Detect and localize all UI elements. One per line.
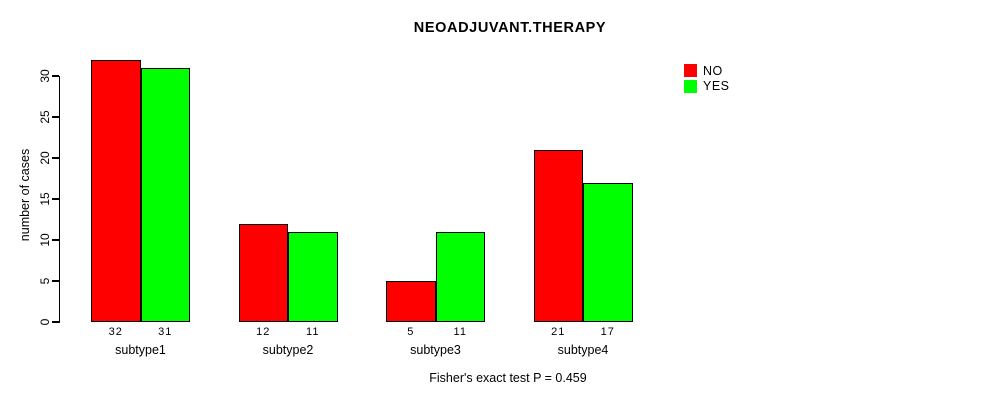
bar-subtype1-yes (140, 68, 190, 322)
y-tick-label: 0 (38, 318, 52, 326)
bar-value-label: 11 (453, 326, 467, 338)
chart-title: NEOADJUVANT.THERAPY (413, 20, 607, 36)
y-axis-line (58, 76, 61, 323)
bar-value-label: 12 (256, 326, 271, 338)
bar-subtype1-no (91, 60, 141, 322)
y-tick-label: 10 (38, 233, 52, 247)
bar-value-label: 21 (551, 326, 566, 338)
bar-value-label: 5 (407, 326, 415, 338)
y-tick-label: 25 (38, 110, 52, 124)
legend-item-yes: YES (684, 79, 730, 95)
bar-subtype3-yes (435, 232, 485, 322)
legend: NO YES (684, 63, 730, 94)
y-axis-label: number of cases (18, 148, 32, 242)
y-tick (51, 75, 59, 77)
footnote: Fisher's exact test P = 0.459 (429, 371, 587, 385)
category-label-subtype3: subtype3 (410, 343, 461, 357)
y-tick (51, 116, 59, 118)
legend-swatch-yes (684, 79, 697, 93)
bar-subtype2-no (238, 224, 288, 322)
category-label-subtype2: subtype2 (262, 343, 314, 357)
y-tick-label: 5 (38, 277, 52, 285)
bar-value-label: 32 (108, 326, 123, 338)
y-tick (51, 198, 59, 200)
category-label-subtype1: subtype1 (115, 343, 166, 357)
bar-subtype2-yes (288, 232, 338, 322)
legend-swatch-no (684, 64, 697, 78)
y-tick-label: 15 (38, 192, 52, 206)
bar-value-label: 11 (306, 326, 320, 338)
y-tick-label: 30 (38, 69, 52, 83)
bar-subtype4-no (533, 150, 583, 322)
y-tick (51, 321, 59, 323)
y-tick (51, 157, 59, 159)
bar-subtype4-yes (583, 183, 633, 322)
bar-value-label: 31 (158, 326, 173, 338)
legend-label: YES (703, 79, 730, 94)
legend-label: NO (703, 63, 723, 78)
bar-value-label: 17 (600, 326, 615, 338)
y-tick (51, 280, 59, 282)
legend-item-no: NO (684, 63, 730, 79)
y-tick (51, 239, 59, 241)
category-label-subtype4: subtype4 (557, 343, 609, 357)
y-tick-label: 20 (38, 151, 52, 165)
bar-subtype3-no (386, 281, 436, 322)
